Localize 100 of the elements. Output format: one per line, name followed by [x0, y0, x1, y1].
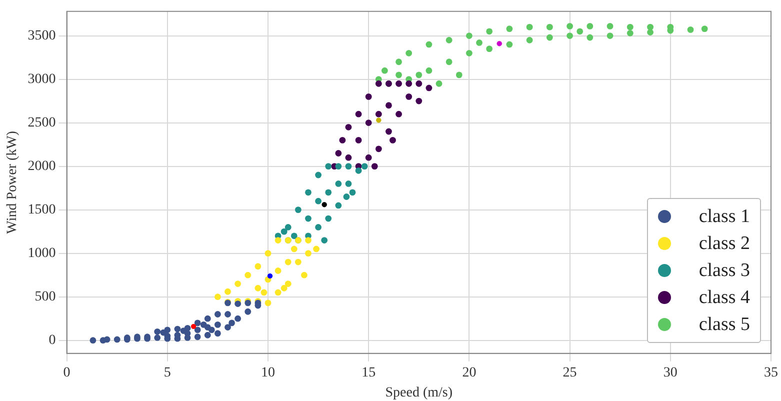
x-tick-label: 20 [462, 365, 476, 380]
point [254, 263, 262, 270]
point [313, 246, 320, 252]
point [506, 26, 513, 32]
y-tick-label: 1500 [28, 202, 56, 218]
point [290, 246, 298, 252]
point [496, 41, 502, 46]
point [687, 26, 694, 33]
point [626, 24, 634, 30]
point [345, 124, 352, 130]
point [274, 289, 282, 296]
point [381, 67, 388, 74]
point [228, 320, 235, 326]
point [194, 326, 201, 334]
point [416, 98, 422, 104]
point [160, 329, 167, 336]
point [194, 320, 201, 326]
point [345, 163, 352, 170]
point [647, 29, 654, 36]
point [586, 34, 594, 41]
point [486, 46, 493, 52]
point [566, 32, 573, 39]
point [345, 180, 352, 187]
point [365, 120, 372, 126]
point [325, 215, 332, 222]
point [436, 80, 442, 87]
x-tick-label: 35 [764, 365, 778, 380]
point [446, 36, 452, 44]
point [294, 258, 302, 266]
point [214, 311, 221, 318]
point [446, 58, 452, 66]
x-axis-title: Speed (m/s) [385, 385, 453, 400]
point [154, 334, 161, 341]
point [406, 80, 412, 87]
point [325, 189, 332, 196]
point [355, 136, 362, 144]
point [267, 273, 273, 279]
point [280, 284, 288, 292]
point [506, 41, 513, 48]
point [204, 315, 211, 322]
point [305, 237, 312, 244]
point [325, 163, 332, 170]
point [606, 22, 614, 30]
point [180, 328, 187, 334]
y-axis-title: Wind Power (kW) [5, 130, 20, 234]
point [305, 189, 312, 196]
point [426, 41, 432, 48]
point [476, 40, 482, 46]
point [406, 50, 412, 56]
legend-label: class 3 [698, 260, 750, 282]
point [396, 110, 402, 118]
point [224, 288, 231, 295]
x-tick-label: 30 [663, 365, 678, 380]
point [305, 250, 312, 257]
y-tick-label: 0 [48, 333, 56, 348]
point [284, 258, 292, 266]
x-tick-label: 15 [362, 365, 376, 380]
point [456, 72, 462, 78]
point [606, 32, 614, 39]
point [526, 24, 533, 30]
legend-label: class 1 [698, 206, 750, 228]
point [371, 163, 378, 170]
point [701, 26, 708, 32]
point [586, 22, 594, 30]
point [284, 224, 292, 230]
point [566, 22, 573, 30]
point [365, 154, 372, 161]
point [386, 128, 392, 135]
point [426, 84, 432, 92]
y-tick-label: 3000 [28, 72, 56, 87]
point [335, 202, 342, 209]
point [190, 324, 196, 330]
y-tick-label: 1000 [28, 246, 56, 261]
point [254, 284, 262, 292]
point [416, 80, 422, 87]
point [486, 28, 493, 35]
point [349, 189, 356, 196]
point [526, 36, 533, 44]
point [335, 163, 342, 170]
point [104, 336, 110, 343]
point [264, 250, 272, 257]
point [274, 237, 282, 244]
point [305, 215, 312, 222]
point [90, 337, 96, 344]
point [396, 80, 402, 87]
point [194, 334, 201, 340]
point [466, 50, 472, 56]
point [234, 315, 242, 322]
point [184, 334, 191, 341]
point [154, 328, 161, 335]
point [315, 172, 322, 178]
point [396, 72, 402, 78]
point [208, 326, 215, 334]
point [546, 34, 553, 41]
legend-label: class 2 [698, 232, 750, 255]
legend-label: class 4 [698, 286, 750, 309]
point [365, 93, 372, 100]
x-tick-label: 25 [562, 365, 577, 380]
point [234, 280, 242, 287]
point [321, 237, 328, 244]
